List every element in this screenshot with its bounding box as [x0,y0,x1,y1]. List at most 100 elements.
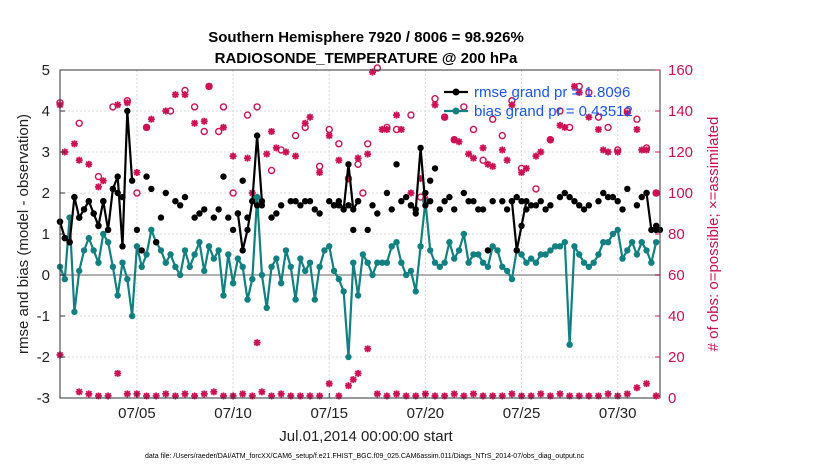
bias-point [148,226,155,234]
rmse-point [326,198,333,205]
obs-assimilated-point [498,146,506,154]
obs-possible-point [359,189,367,197]
bias-point [643,247,650,254]
bias-point [580,259,588,266]
rmse-point [561,189,569,197]
obs-assimilated-point [263,150,271,158]
bias-point [162,259,169,266]
y2-tick-label: 20 [668,349,685,366]
bias-point [479,259,487,266]
obs-assimilated-point [200,117,208,125]
rmse-point [556,193,564,201]
bias-point [138,263,145,270]
legend: rmse grand pr = 1.8096 bias grand pr = 0.… [444,84,633,120]
obs-possible-point [133,189,141,197]
bias-point [556,243,564,250]
bias-point [475,251,482,258]
bias-point [345,353,352,361]
bias-point [268,263,275,270]
bias-point [326,243,333,250]
y2-tick-label: 120 [668,144,693,161]
obs-possible-point [243,111,252,119]
obs-assimilated-point [455,138,463,146]
rmse-point [537,198,544,205]
obs-assimilated-point [114,369,122,377]
bias-point [176,271,184,279]
bias-point [652,239,660,246]
bias-point [100,230,107,238]
rmse-point [306,198,314,205]
bias-point [157,247,165,254]
rmse-point [364,226,371,234]
obs-possible-point [253,103,261,111]
rmse-point [244,226,251,234]
footnote: data file: /Users/raeder/DAI/ATM_forcXX/… [145,453,585,460]
obs-assimilated-point [594,125,602,133]
bias-point [402,271,410,279]
rmse-point [152,239,160,246]
obs-assimilated-point [479,144,487,152]
rmse-point [441,198,448,205]
rmse-point [287,198,294,205]
obs-assimilated-point [503,156,511,164]
y2-axis-label: # of obs: o=possible; ×=assimilated [705,117,722,352]
bias-line [58,197,658,358]
y2-tick-label: 80 [668,226,685,243]
bias-point [306,259,314,266]
bias-point [133,243,141,250]
bias-point [407,267,415,275]
obs-assimilated-point [469,154,477,162]
rmse-point [426,198,434,205]
obs-assimilated-point [354,154,362,162]
obs-possible-point [585,88,593,97]
bias-point [359,251,367,258]
bias-point [527,255,535,262]
obs-assimilated-point [316,169,324,176]
rmse-point [114,173,121,180]
bias-point [383,259,391,266]
y-tick-label: 3 [42,144,50,161]
bias-point [90,247,97,254]
bias-point [638,239,645,246]
rmse-point [503,206,511,213]
bias-point [282,247,290,254]
obs-assimilated-point [344,382,352,390]
bias-point [426,247,434,254]
obs-assimilated-point [162,390,170,398]
rmse-point [465,198,472,205]
rmse-point [119,243,126,250]
bias-point [249,275,256,283]
y-tick-label: 2 [42,185,50,202]
obs-assimilated-point [585,113,593,121]
obs-assimilated-point [570,82,578,90]
rmse-point [225,214,232,221]
rmse-line [58,110,134,247]
rmse-point [624,185,631,193]
chart-subtitle: RADIOSONDE_TEMPERATURE @ 200 hPa [215,50,518,67]
rmse-point [571,198,578,205]
bias-point [181,247,189,254]
obs-assimilated-point [133,169,141,176]
rmse-point [595,198,602,205]
bias-point [172,263,179,270]
obs-assimilated-point [210,388,218,396]
obs-possible-point [460,103,468,111]
obs-assimilated-point [364,150,372,158]
rmse-point [301,198,309,205]
obs-assimilated-point [537,148,545,156]
obs-possible-point [267,166,276,175]
bias-point [465,259,472,266]
bias-point [350,259,357,266]
obs-possible-point [354,160,362,169]
x-axis-ticks: 07/05 07/10 07/15 07/20 07/25 07/30 [118,393,636,422]
obs-possible-point [556,107,564,115]
rmse-point [345,202,352,209]
rmse-point [229,226,237,234]
obs-assimilated-point [633,125,641,133]
bias-point [460,230,468,238]
rmse-point [532,202,540,209]
rmse-point [374,210,381,217]
x-tick-label: 07/20 [407,405,445,422]
bias-point [205,243,213,250]
bias-point [292,296,299,303]
